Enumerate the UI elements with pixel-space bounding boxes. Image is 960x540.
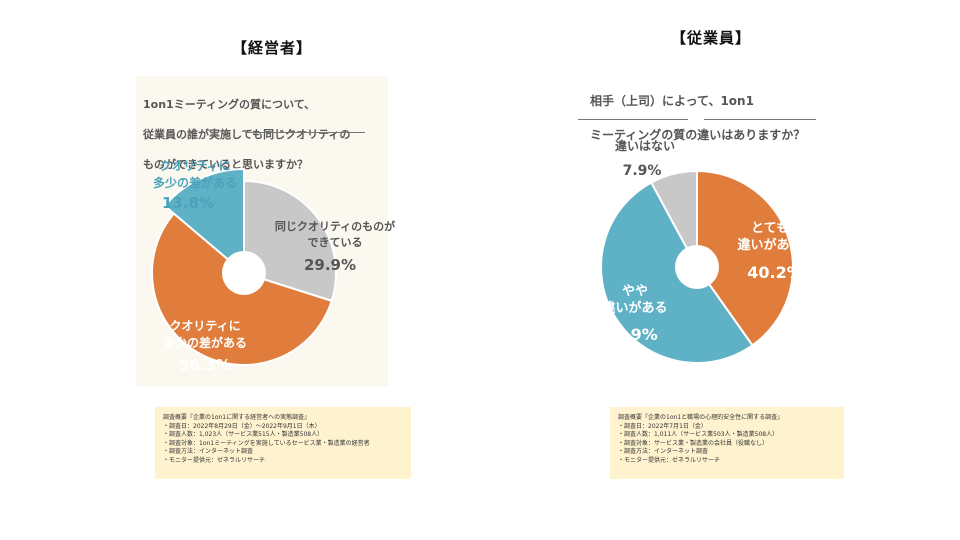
note-title: 調査概要『企業の1on1と職場の心理的安全性に関する調査』 xyxy=(618,414,784,421)
note-line: ・調査日：2022年8月29日（金）〜2022年9月1日（木） xyxy=(163,422,321,430)
right-question-underline-left xyxy=(578,119,688,120)
slice-label: 違いがある xyxy=(737,237,802,253)
left-heading: 【経営者】 xyxy=(232,39,313,57)
pie-slice xyxy=(696,169,794,347)
note-line: ・調査日：2022年7月1日（金） xyxy=(618,422,707,430)
donut-hole xyxy=(222,251,266,295)
slice-label: できている xyxy=(308,236,363,249)
note-line: ・調査対象：サービス業・製造業の会社員（役職なし） xyxy=(618,439,769,447)
slice-label: 多少の差がある xyxy=(153,175,237,190)
left-question-underline xyxy=(245,132,365,133)
note-line: ・調査人数：1,023人（サービス業515人・製造業508人） xyxy=(163,431,324,439)
slice-label: クオリティに xyxy=(169,319,240,333)
pie-slice xyxy=(163,167,245,276)
right-survey-note: 調査概要『企業の1on1と職場の心理的安全性に関する調査』 ・調査日：2022年… xyxy=(610,407,844,479)
note-title: 調査概要『企業の1on1に関する経営者への実態調査』 xyxy=(163,414,311,421)
right-question-underline-right xyxy=(704,119,816,120)
pie-slice xyxy=(243,179,337,303)
left-question-line: ものができていると思いますか？ xyxy=(143,158,308,171)
note-line: ・モニター提供元：ゼネラルリサーチ xyxy=(163,456,266,464)
slice-value: 13.8% xyxy=(162,194,214,212)
left-survey-note: 調査概要『企業の1on1に関する経営者への実態調査』 ・調査日：2022年8月2… xyxy=(155,407,411,479)
slice-label: 違いがある xyxy=(602,300,667,316)
slice-value: 7.9% xyxy=(623,163,662,179)
right-question-line: 相手（上司）によって、1on1 xyxy=(590,94,754,108)
slice-value: 56.3% xyxy=(179,356,231,374)
left-question-line: 1on1ミーティングの質について、 xyxy=(143,98,316,111)
slice-label: 同じクオリティのものが xyxy=(275,219,395,233)
note-line: ・調査人数：1,011人（サービス業503人・製造業508人） xyxy=(618,431,779,439)
slice-value: 40.2% xyxy=(747,263,803,282)
note-line: ・調査方法：インターネット調査 xyxy=(163,448,254,456)
left-question: 1on1ミーティングの質について、 従業員の誰が実施しても同じクオリティの もの… xyxy=(143,82,350,187)
right-question: 相手（上司）によって、1on1 ミーティングの質の違いはありますか？ xyxy=(590,76,805,161)
slice-value: 51.9% xyxy=(602,325,658,344)
slice-label: 違いはない xyxy=(615,138,675,153)
slice-label: 多少の差がある xyxy=(163,335,247,350)
slice-value: 29.9% xyxy=(304,256,356,274)
right-question-line: ミーティングの質の違いはありますか？ xyxy=(590,128,806,142)
slice-label: やや xyxy=(622,284,648,299)
slice-label: クオリティに xyxy=(159,159,230,173)
donut-hole xyxy=(675,245,719,289)
note-line: ・調査方法：インターネット調査 xyxy=(618,448,709,456)
pie-slice xyxy=(649,169,698,268)
right-heading: 【従業員】 xyxy=(671,29,752,47)
slice-label: とても xyxy=(751,221,789,236)
note-line: ・モニター提供元：ゼネラルリサーチ xyxy=(618,456,721,464)
left-question-line: 従業員の誰が実施しても同じクオリティの xyxy=(143,128,351,141)
note-line: ・調査対象：1on1ミーティングを実施しているセービス業・製造業の経営者 xyxy=(163,439,370,447)
